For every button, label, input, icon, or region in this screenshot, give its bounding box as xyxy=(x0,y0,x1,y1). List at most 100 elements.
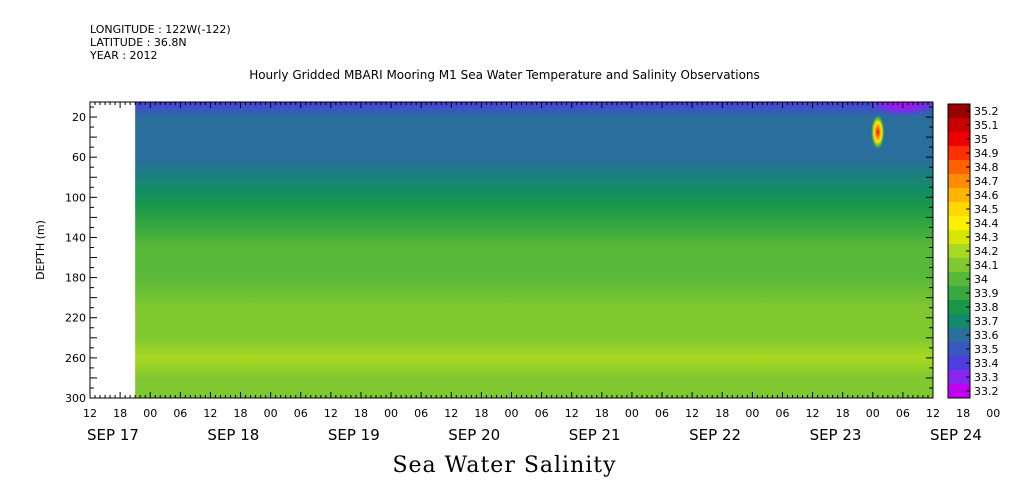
y-tick-label: 300 xyxy=(65,392,86,405)
x-date-label: SEP 22 xyxy=(689,426,741,444)
x-tick-label: 00 xyxy=(384,407,398,420)
colorbar-swatch xyxy=(948,300,970,315)
colorbar-label: 33.2 xyxy=(974,385,999,398)
x-tick-label: 06 xyxy=(775,407,789,420)
x-tick-label: 00 xyxy=(505,407,519,420)
x-axis: 12 18 00 06 12 18 00 06 12 18 00 06 12 18 00 06 12 18 00 06… xyxy=(83,102,1000,444)
y-tick-label: 140 xyxy=(65,231,86,244)
x-tick-label: 18 xyxy=(354,407,368,420)
x-tick-label: 12 xyxy=(324,407,338,420)
year-label: YEAR : 2012 xyxy=(90,49,158,62)
x-tick-label: 18 xyxy=(956,407,970,420)
colorbar-label: 34.1 xyxy=(974,259,999,272)
x-tick-label: 12 xyxy=(565,407,579,420)
colorbar-swatch xyxy=(948,356,970,371)
salinity-field xyxy=(135,102,933,398)
x-tick-label: 00 xyxy=(625,407,639,420)
colorbar-swatch xyxy=(948,174,970,189)
colorbar: 35.235.13534.934.834.734.634.534.434.334… xyxy=(947,103,999,399)
x-tick-label: 12 xyxy=(203,407,217,420)
x-date-label: SEP 20 xyxy=(448,426,500,444)
colorbar-swatch xyxy=(948,216,970,231)
colorbar-swatch xyxy=(948,272,970,287)
latitude-label: LATITUDE : 36.8N xyxy=(90,36,187,49)
x-tick-label: 18 xyxy=(595,407,609,420)
colorbar-label: 33.7 xyxy=(974,315,999,328)
longitude-label: LONGITUDE : 122W(-122) xyxy=(90,23,231,36)
colorbar-swatch xyxy=(948,286,970,301)
colorbar-swatch xyxy=(948,202,970,217)
colorbar-label: 34.8 xyxy=(974,161,999,174)
colorbar-label: 34.5 xyxy=(974,203,999,216)
x-tick-label: 12 xyxy=(685,407,699,420)
colorbar-swatch xyxy=(948,188,970,203)
x-tick-label: 00 xyxy=(745,407,759,420)
x-tick-label: 18 xyxy=(715,407,729,420)
y-tick-label: 100 xyxy=(65,191,86,204)
y-axis: 20 60 100 140 180 220 260 300 xyxy=(65,106,933,405)
colorbar-label: 34.6 xyxy=(974,189,999,202)
x-tick-label: 00 xyxy=(986,407,1000,420)
x-tick-label: 06 xyxy=(173,407,187,420)
colorbar-swatch xyxy=(948,230,970,245)
chart-caption: Sea Water Salinity xyxy=(392,453,617,478)
colorbar-swatch xyxy=(948,328,970,343)
colorbar-label: 33.6 xyxy=(974,329,999,342)
x-tick-label: 06 xyxy=(414,407,428,420)
colorbar-label: 33.8 xyxy=(974,301,999,314)
salinity-peak-mark xyxy=(870,114,885,151)
y-axis-label: DEPTH (m) xyxy=(34,220,47,280)
x-date-label: SEP 18 xyxy=(207,426,259,444)
x-date-label: SEP 17 xyxy=(87,426,139,444)
x-tick-label: 00 xyxy=(143,407,157,420)
chart-title: Hourly Gridded MBARI Mooring M1 Sea Wate… xyxy=(249,68,760,82)
colorbar-swatch xyxy=(948,244,970,259)
x-tick-label: 18 xyxy=(836,407,850,420)
colorbar-swatch xyxy=(948,370,970,385)
y-tick-label: 220 xyxy=(65,312,86,325)
x-date-label: SEP 24 xyxy=(930,426,982,444)
colorbar-label: 33.4 xyxy=(974,357,999,370)
x-tick-label: 12 xyxy=(926,407,940,420)
colorbar-label: 33.3 xyxy=(974,371,999,384)
colorbar-label: 35.2 xyxy=(974,105,999,118)
colorbar-swatch xyxy=(948,160,970,175)
x-tick-label: 18 xyxy=(113,407,127,420)
colorbar-label: 34 xyxy=(974,273,988,286)
salinity-low-mark xyxy=(862,102,933,118)
x-date-label: SEP 21 xyxy=(569,426,621,444)
colorbar-swatch xyxy=(948,384,970,399)
x-tick-label: 12 xyxy=(83,407,97,420)
colorbar-label: 34.9 xyxy=(974,147,999,160)
x-date-label: SEP 19 xyxy=(328,426,380,444)
y-tick-label: 260 xyxy=(65,352,86,365)
colorbar-swatch xyxy=(948,118,970,133)
x-tick-label: 06 xyxy=(535,407,549,420)
x-tick-label: 12 xyxy=(806,407,820,420)
x-tick-label: 06 xyxy=(294,407,308,420)
colorbar-label: 35.1 xyxy=(974,119,999,132)
colorbar-label: 34.7 xyxy=(974,175,999,188)
x-tick-label: 18 xyxy=(474,407,488,420)
y-tick-label: 180 xyxy=(65,272,86,285)
colorbar-swatch xyxy=(948,104,970,119)
y-tick-label: 20 xyxy=(72,111,86,124)
salinity-field-fill xyxy=(135,102,933,398)
colorbar-swatch xyxy=(948,146,970,161)
colorbar-swatch xyxy=(948,314,970,329)
colorbar-swatch xyxy=(948,132,970,147)
colorbar-swatch xyxy=(948,342,970,357)
colorbar-label: 34.2 xyxy=(974,245,999,258)
x-tick-label: 12 xyxy=(444,407,458,420)
colorbar-swatch xyxy=(948,258,970,273)
x-tick-label: 06 xyxy=(655,407,669,420)
colorbar-label: 33.9 xyxy=(974,287,999,300)
colorbar-label: 34.4 xyxy=(974,217,999,230)
x-date-label: SEP 23 xyxy=(810,426,862,444)
x-tick-label: 06 xyxy=(896,407,910,420)
x-tick-label: 00 xyxy=(264,407,278,420)
y-tick-label: 60 xyxy=(72,151,86,164)
colorbar-label: 35 xyxy=(974,133,988,146)
x-tick-label: 00 xyxy=(866,407,880,420)
